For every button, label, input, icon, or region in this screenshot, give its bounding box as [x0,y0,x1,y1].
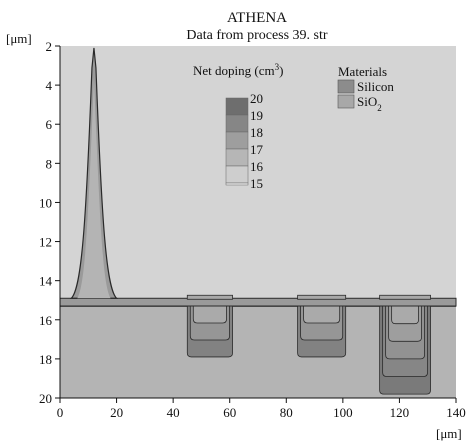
x-tick-label-80: 80 [280,405,293,420]
x-tick-label-60: 60 [223,405,236,420]
colorbar-label-20: 20 [250,91,263,106]
y-tick-label-2: 2 [46,39,53,54]
window-0 [186,294,233,300]
colorbar-label-17: 17 [250,142,264,157]
legend-label-silicon: Silicon [357,79,394,94]
colorbar-swatch-18 [225,131,249,150]
legend-label-sio2: SiO2 [357,94,382,113]
colorbar-label-15: 15 [250,176,263,191]
colorbar-swatch-19 [225,114,249,133]
colorbar-title: Net doping (cm3) [193,62,283,78]
x-axis: 0 20 40 60 80 100 120 140 [57,397,466,420]
y-tick-label-8: 8 [46,156,53,171]
doping-colorbar: 20 19 18 17 16 15 [225,91,264,191]
y-tick-label-20: 20 [39,391,52,406]
y-tick-label-16: 16 [39,313,53,328]
x-tick-label-20: 20 [110,405,123,420]
colorbar-title-end: ) [279,63,283,78]
y-tick-label-4: 4 [46,78,53,93]
colorbar-label-19: 19 [250,108,263,123]
diffusion-band-1-2 [303,305,341,324]
y-tick-label-18: 18 [39,352,52,367]
device-structure [59,47,457,398]
x-tick-label-140: 140 [446,405,466,420]
legend-swatch-sio2 [337,94,355,109]
x-tick-label-40: 40 [167,405,180,420]
y-axis: 2 4 6 8 10 12 14 16 18 20 [39,39,61,406]
colorbar-swatch-16 [225,165,249,184]
legend-swatch-silicon [337,79,355,94]
colorbar-swatch-20 [225,97,249,116]
diffusion-band-0-2 [192,305,227,324]
colorbar-title-sup: 3 [275,62,280,72]
window-1 [297,294,347,300]
x-tick-label-120: 120 [390,405,410,420]
window-2 [379,294,431,300]
y-tick-label-10: 10 [39,195,52,210]
colorbar-label-18: 18 [250,125,263,140]
legend-title: Materials [338,64,387,79]
colorbar-swatch-15 [225,182,249,186]
x-tick-label-0: 0 [57,405,64,420]
chart-title: ATHENA [227,10,287,26]
x-axis-label: [μm] [436,426,462,441]
colorbar-title-main: Net doping (cm [193,63,275,78]
y-tick-label-14: 14 [39,274,53,289]
x-tick-label-100: 100 [333,405,353,420]
colorbar-label-16: 16 [250,159,264,174]
y-tick-label-6: 6 [46,117,53,132]
chart-subtitle: Data from process 39. str [186,28,327,43]
peak-core [77,77,111,299]
y-axis-label: [μm] [6,31,32,46]
y-tick-label-12: 12 [39,235,52,250]
diffusion-band-2-4 [391,305,419,325]
colorbar-swatch-17 [225,148,249,167]
